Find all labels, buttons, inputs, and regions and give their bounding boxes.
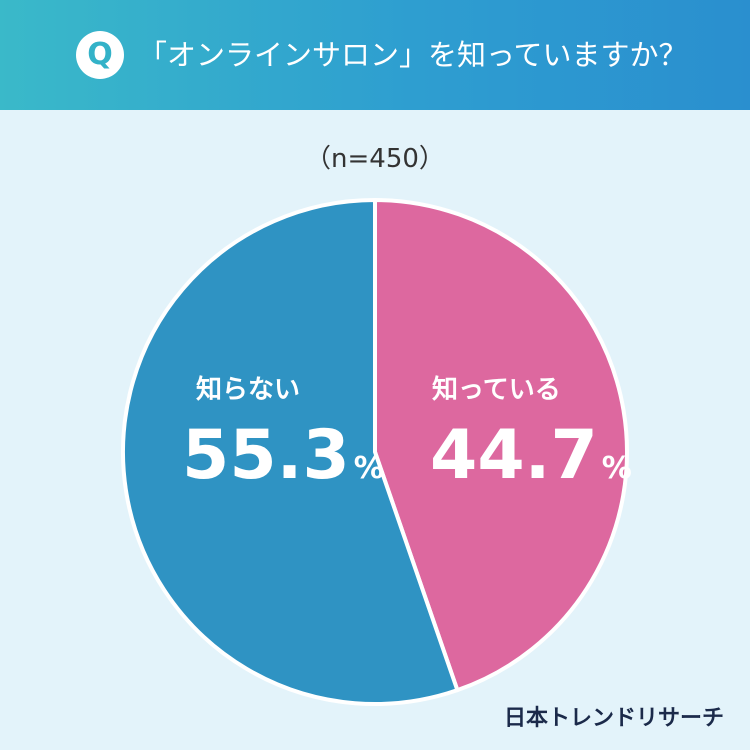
question-title: 「オンラインサロン」を知っていますか？ [138,38,688,72]
sample-size: （n=450） [305,144,445,174]
slice-label-know: 知っている [432,375,561,405]
q-badge-icon: Q [76,31,124,79]
brand-logo: 日本トレンドリサーチ [503,706,724,731]
slice-value-know: 44.7% [430,416,632,495]
slice-label-dont-know: 知らない [196,375,300,405]
pie-slice-know [373,198,629,693]
slice-value-dont-know: 55.3% [182,416,384,495]
question-header: Q 「オンラインサロン」を知っていますか？ [0,0,750,110]
pie-slice-dont-know [121,198,460,706]
